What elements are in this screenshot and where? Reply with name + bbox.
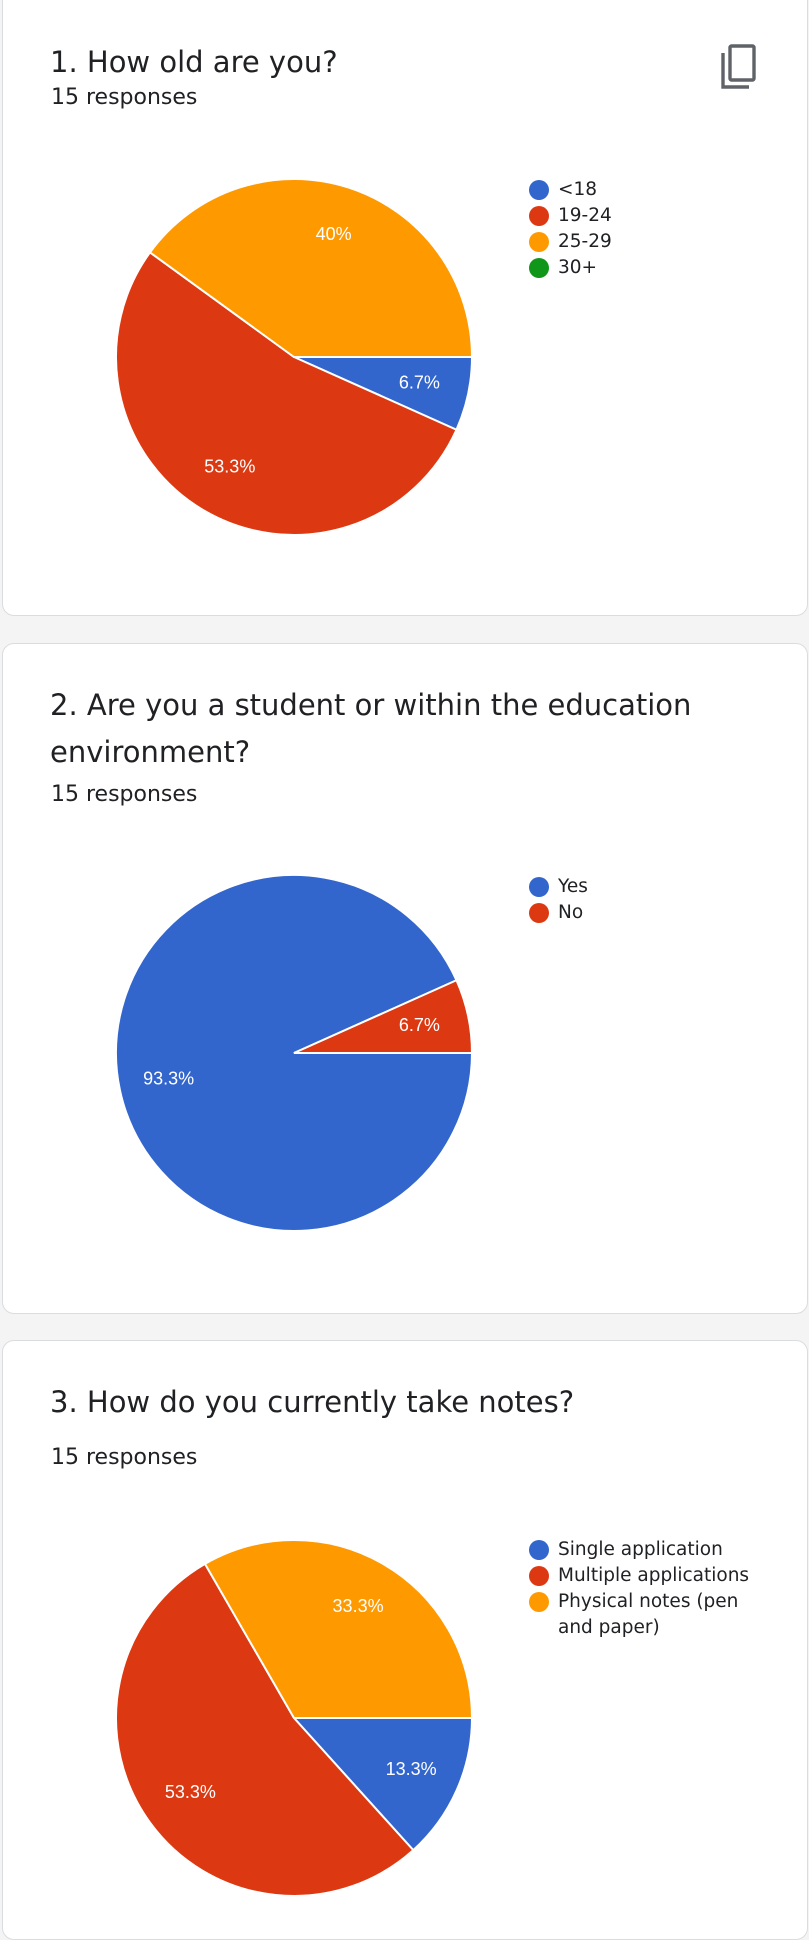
legend-swatch — [529, 1592, 549, 1612]
legend-item-multiple-applications[interactable]: Multiple applications — [529, 1563, 768, 1589]
question-title: 1. How old are you? — [50, 45, 338, 79]
slice-label-physical-notes-pen-and-paper: 33.3% — [333, 1596, 384, 1616]
legend-label: Physical notes (pen and paper) — [558, 1591, 739, 1638]
legend-item-no[interactable]: No — [529, 900, 768, 926]
slice-label-yes: 93.3% — [143, 1069, 194, 1089]
legend-swatch — [529, 877, 549, 897]
legend-swatch — [529, 232, 549, 252]
slice-label-no: 6.7% — [399, 1015, 440, 1035]
legend-label: 25-29 — [558, 231, 612, 252]
legend-label: 30+ — [558, 257, 598, 278]
legend-label: No — [558, 902, 584, 923]
slice-label-single-application: 13.3% — [386, 1759, 437, 1779]
pie-chart-notes: 13.3% 53.3% 33.3% — [115, 1539, 473, 1897]
question-card-1: 1. How old are you? 15 responses 6.7% 53.… — [2, 0, 808, 616]
legend-student: Yes No — [529, 874, 768, 926]
legend-swatch — [529, 1566, 549, 1586]
legend-label: <18 — [558, 179, 598, 200]
response-count: 15 responses — [51, 85, 198, 110]
legend-swatch — [529, 206, 549, 226]
legend-swatch — [529, 903, 549, 923]
legend-item-30[interactable]: 30+ — [529, 255, 768, 281]
slice-label-multiple-applications: 53.3% — [165, 1782, 216, 1802]
legend-swatch — [529, 1540, 549, 1560]
legend-label: 19-24 — [558, 205, 612, 226]
question-title: 3. How do you currently take notes? — [50, 1385, 575, 1419]
question-title: 2. Are you a student or within the educa… — [50, 688, 692, 769]
copy-chart-button[interactable] — [715, 41, 763, 93]
pie-slice-single-application[interactable] — [291, 1717, 473, 1852]
legend-item-25-29[interactable]: 25-29 — [529, 229, 768, 255]
pie-slice-25-29[interactable] — [148, 178, 473, 358]
legend-swatch — [529, 258, 549, 278]
legend-label: Multiple applications — [558, 1565, 750, 1586]
legend-swatch — [529, 180, 549, 200]
response-count: 15 responses — [51, 782, 198, 807]
pie-slice-no[interactable] — [293, 978, 473, 1054]
legend-item-19-24[interactable]: 19-24 — [529, 203, 768, 229]
pie-slice-19-24[interactable] — [115, 250, 458, 536]
legend-label: Single application — [558, 1539, 723, 1560]
pie-chart-student: 93.3% 6.7% — [115, 874, 473, 1232]
question-card-2: 2. Are you a student or within the educa… — [2, 643, 808, 1314]
legend-notes: Single application Multiple applications P… — [529, 1537, 768, 1641]
slice-label-18: 6.7% — [399, 373, 440, 393]
legend-label: Yes — [558, 876, 588, 897]
legend-item-18[interactable]: <18 — [529, 177, 768, 203]
slice-label-25-29: 40% — [316, 224, 352, 244]
slice-label-19-24: 53.3% — [204, 457, 255, 477]
question-card-3: 3. How do you currently take notes? 15 r… — [2, 1340, 808, 1940]
pie-slice-multiple-applications[interactable] — [115, 1562, 415, 1897]
copy-icon — [721, 44, 756, 89]
legend-item-single-application[interactable]: Single application — [529, 1537, 768, 1563]
legend-item-yes[interactable]: Yes — [529, 874, 768, 900]
pie-slice-physical-notes-pen-and-paper[interactable] — [203, 1539, 473, 1719]
legend-age: <18 19-24 25-29 30+ — [529, 177, 768, 281]
legend-item-physical-notes-pen-and-paper[interactable]: Physical notes (pen and paper) — [529, 1589, 768, 1641]
pie-chart-age: 6.7% 53.3% 40% — [115, 178, 473, 536]
response-count: 15 responses — [51, 1445, 198, 1470]
